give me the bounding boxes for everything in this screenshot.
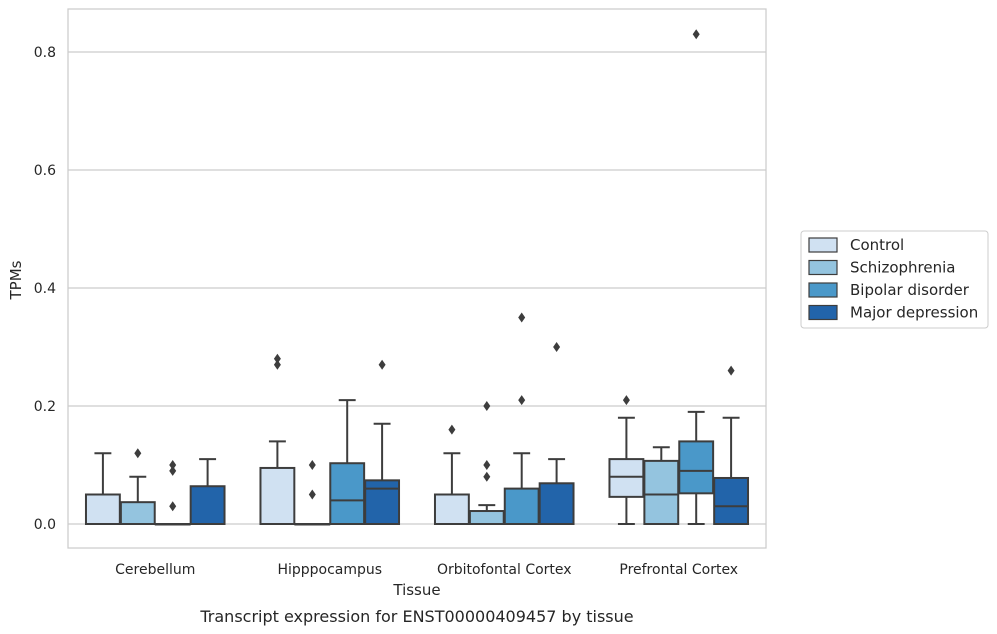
box-major-depression [189,458,226,525]
outlier-point [378,359,386,370]
x-tick-label: Hipppocampus [277,562,382,578]
box-bipolar-disorder [329,399,366,526]
outlier-point [518,312,526,323]
x-ticks: Cerebellum Hipppocampus Orbitofontal Corte… [115,562,738,578]
box-body [678,440,715,495]
y-axis-title: TPMs [7,260,25,300]
boxes [84,29,750,526]
outlier-point [134,448,142,459]
outlier-point [622,395,630,406]
box-body [84,493,121,525]
y-tick-label: 0.8 [34,45,56,61]
outlier-point [727,365,735,376]
box-body [503,487,540,526]
box-schizophrenia [643,446,680,525]
legend-swatch [808,237,838,253]
outlier-point [518,395,526,406]
x-tick-label: Prefrontal Cortex [619,562,738,578]
outlier-point [273,359,281,370]
box-major-depression [364,359,401,525]
box-body [189,485,226,525]
box-body [538,482,575,526]
box-control [259,353,296,526]
box-body [643,459,680,525]
y-tick-label: 0.6 [34,163,56,179]
outlier-point [169,465,177,476]
outlier-point [448,424,456,435]
plot-frame [67,8,767,549]
outlier-point [483,460,491,470]
y-tick-label: 0.2 [34,399,56,415]
outlier-point [308,489,316,500]
legend-label: Bipolar disorder [850,281,970,299]
outlier-point [483,471,491,482]
box-bipolar-disorder [678,29,715,525]
outlier-point [169,501,177,512]
x-tick-label: Cerebellum [115,562,195,578]
box-control [608,395,645,525]
box-body [433,493,470,525]
outlier-point [169,460,177,470]
y-tick-label: 0.4 [34,281,56,297]
outlier-point [273,353,281,364]
y-ticks: 0.0 0.2 0.4 0.6 0.8 [34,45,56,533]
legend-label: Schizophrenia [850,259,955,277]
box-body [608,458,645,498]
legend-label: Control [850,236,904,254]
outlier-point [553,342,561,352]
box-control [84,452,121,525]
box-body [713,476,750,526]
legend-swatch [808,259,838,276]
legend-label: Major depression [850,304,978,322]
box-bipolar-disorder [503,312,540,526]
box-bipolar-disorder [154,460,191,526]
outlier-point [308,460,316,470]
box-schizophrenia [119,448,156,526]
legend-swatch [808,282,838,298]
legend-swatch [808,304,838,321]
box-major-depression [538,342,575,526]
box-schizophrenia [468,401,505,525]
box-body [119,501,156,526]
box-major-depression [713,365,750,526]
x-tick-label: Orbitofontal Cortex [437,562,572,578]
box-body [364,479,401,525]
outlier-point [692,29,700,40]
box-body [259,466,296,526]
legend-frame [800,230,989,329]
legend: Control Schizophrenia Bipolar disorder Majo… [800,230,989,329]
box-body [468,510,505,525]
y-tick-label: 0.0 [34,517,56,533]
box-body [329,462,366,526]
box-schizophrenia [294,460,331,526]
box-control [433,424,470,525]
figure-caption: Transcript expression for ENST0000040945… [199,607,633,626]
outlier-point [483,401,491,411]
x-axis-title: Tissue [392,581,440,599]
